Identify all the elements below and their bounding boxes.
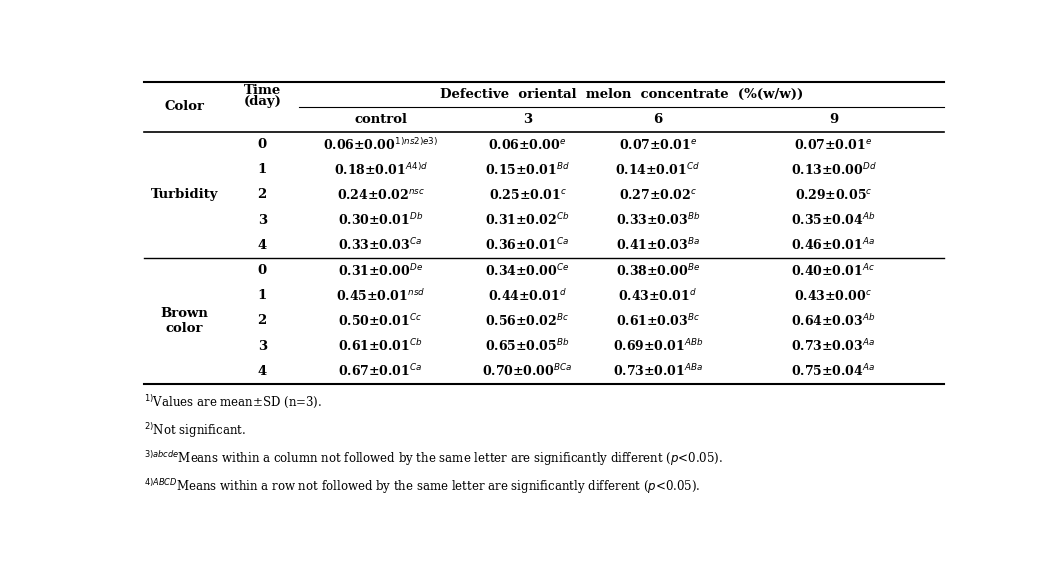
- Text: 0.40±0.01$^{Ac}$: 0.40±0.01$^{Ac}$: [792, 263, 875, 279]
- Text: 0.61±0.03$^{Bc}$: 0.61±0.03$^{Bc}$: [616, 313, 700, 329]
- Text: 0.07±0.01$^{e}$: 0.07±0.01$^{e}$: [619, 138, 697, 152]
- Text: Time: Time: [243, 84, 281, 97]
- Text: 0: 0: [258, 264, 266, 277]
- Text: 2: 2: [258, 189, 266, 202]
- Text: Turbidity: Turbidity: [151, 189, 218, 202]
- Text: 0.45±0.01$^{nsd}$: 0.45±0.01$^{nsd}$: [336, 288, 425, 304]
- Text: Brown: Brown: [161, 307, 208, 320]
- Text: 0.69±0.01$^{ABb}$: 0.69±0.01$^{ABb}$: [613, 338, 703, 354]
- Text: 0.31±0.02$^{Cb}$: 0.31±0.02$^{Cb}$: [485, 212, 570, 228]
- Text: 0.73±0.03$^{Aa}$: 0.73±0.03$^{Aa}$: [791, 338, 876, 355]
- Text: Color: Color: [164, 100, 204, 113]
- Text: 0.65±0.05$^{Bb}$: 0.65±0.05$^{Bb}$: [485, 338, 570, 354]
- Text: 0.67±0.01$^{Ca}$: 0.67±0.01$^{Ca}$: [338, 363, 422, 380]
- Text: 0.15±0.01$^{Bd}$: 0.15±0.01$^{Bd}$: [484, 162, 570, 178]
- Text: 0.56±0.02$^{Bc}$: 0.56±0.02$^{Bc}$: [485, 313, 570, 329]
- Text: 0.24±0.02$^{nsc}$: 0.24±0.02$^{nsc}$: [337, 188, 424, 202]
- Text: 0.73±0.01$^{ABa}$: 0.73±0.01$^{ABa}$: [613, 363, 703, 380]
- Text: 0: 0: [258, 138, 266, 151]
- Text: 0.43±0.01$^{d}$: 0.43±0.01$^{d}$: [618, 288, 697, 304]
- Text: 0.61±0.01$^{Cb}$: 0.61±0.01$^{Cb}$: [338, 338, 423, 354]
- Text: 0.33±0.03$^{Bb}$: 0.33±0.03$^{Bb}$: [616, 212, 700, 228]
- Text: 3: 3: [258, 214, 266, 227]
- Text: $^{1)}$Values are mean±SD (n=3).: $^{1)}$Values are mean±SD (n=3).: [144, 393, 322, 410]
- Text: control: control: [354, 113, 408, 126]
- Text: 0.43±0.00$^{c}$: 0.43±0.00$^{c}$: [794, 289, 873, 303]
- Text: 0.33±0.03$^{Ca}$: 0.33±0.03$^{Ca}$: [338, 237, 422, 254]
- Text: 9: 9: [829, 113, 838, 126]
- Text: 0.13±0.00$^{Dd}$: 0.13±0.00$^{Dd}$: [791, 162, 876, 178]
- Text: 4: 4: [258, 239, 266, 252]
- Text: 0.27±0.02$^{c}$: 0.27±0.02$^{c}$: [619, 188, 697, 202]
- Text: 0.36±0.01$^{Ca}$: 0.36±0.01$^{Ca}$: [485, 237, 570, 254]
- Text: 1: 1: [258, 289, 266, 302]
- Text: 0.06±0.00$^{1)ns2)e3)}$: 0.06±0.00$^{1)ns2)e3)}$: [323, 137, 438, 152]
- Text: color: color: [166, 322, 203, 335]
- Text: 6: 6: [653, 113, 662, 126]
- Text: 1: 1: [258, 163, 266, 176]
- Text: 0.35±0.04$^{Ab}$: 0.35±0.04$^{Ab}$: [791, 212, 876, 228]
- Text: 2: 2: [258, 315, 266, 328]
- Text: 0.31±0.00$^{De}$: 0.31±0.00$^{De}$: [338, 263, 423, 279]
- Text: $^{2)}$Not significant.: $^{2)}$Not significant.: [144, 421, 245, 440]
- Text: 0.07±0.01$^{e}$: 0.07±0.01$^{e}$: [794, 138, 873, 152]
- Text: 0.44±0.01$^{d}$: 0.44±0.01$^{d}$: [488, 288, 567, 304]
- Text: 0.18±0.01$^{A4)d}$: 0.18±0.01$^{A4)d}$: [334, 162, 428, 178]
- Text: Defective  oriental  melon  concentrate  (%(w/w)): Defective oriental melon concentrate (%(…: [440, 88, 802, 101]
- Text: 0.70±0.00$^{BCa}$: 0.70±0.00$^{BCa}$: [482, 363, 573, 380]
- Text: 0.41±0.03$^{Ba}$: 0.41±0.03$^{Ba}$: [616, 237, 700, 254]
- Text: 0.64±0.03$^{Ab}$: 0.64±0.03$^{Ab}$: [791, 313, 876, 329]
- Text: $^{4)ABCD}$Means within a row not followed by the same letter are significantly : $^{4)ABCD}$Means within a row not follow…: [144, 477, 700, 496]
- Text: 0.75±0.04$^{Aa}$: 0.75±0.04$^{Aa}$: [791, 363, 876, 380]
- Text: 0.50±0.01$^{Cc}$: 0.50±0.01$^{Cc}$: [338, 313, 422, 329]
- Text: 0.14±0.01$^{Cd}$: 0.14±0.01$^{Cd}$: [615, 162, 700, 178]
- Text: (day): (day): [243, 95, 281, 108]
- Text: 0.34±0.00$^{Ce}$: 0.34±0.00$^{Ce}$: [485, 263, 570, 279]
- Text: 0.30±0.01$^{Db}$: 0.30±0.01$^{Db}$: [338, 212, 423, 228]
- Text: 0.06±0.00$^{e}$: 0.06±0.00$^{e}$: [489, 138, 567, 152]
- Text: 3: 3: [523, 113, 532, 126]
- Text: 0.29±0.05$^{c}$: 0.29±0.05$^{c}$: [795, 188, 872, 202]
- Text: 0.25±0.01$^{c}$: 0.25±0.01$^{c}$: [489, 188, 567, 202]
- Text: 4: 4: [258, 365, 266, 378]
- Text: 0.38±0.00$^{Be}$: 0.38±0.00$^{Be}$: [616, 263, 700, 279]
- Text: 3: 3: [258, 340, 266, 353]
- Text: $^{3)abcde}$Means within a column not followed by the same letter are significan: $^{3)abcde}$Means within a column not fo…: [144, 449, 723, 468]
- Text: 0.46±0.01$^{Aa}$: 0.46±0.01$^{Aa}$: [791, 237, 876, 254]
